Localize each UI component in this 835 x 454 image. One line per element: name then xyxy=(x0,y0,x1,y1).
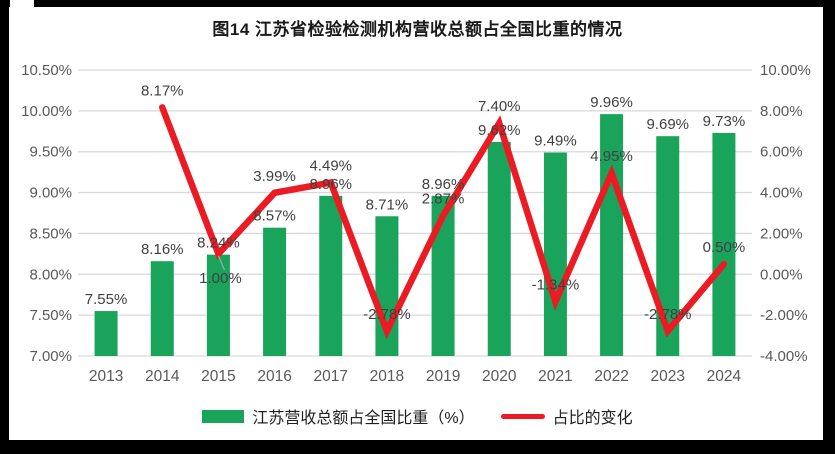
bar-2014 xyxy=(150,261,174,356)
bar-2019 xyxy=(431,195,455,356)
x-axis-tick: 2024 xyxy=(707,368,742,385)
x-axis-tick: 2017 xyxy=(314,368,348,385)
line-label-2016: 3.99% xyxy=(253,168,296,185)
bar-2017 xyxy=(319,195,343,356)
chart-title: 图14 江苏省检验检测机构营收总额占全国比重的情况 xyxy=(212,20,623,39)
bar-2020 xyxy=(487,141,511,356)
bar-2015 xyxy=(206,254,230,356)
x-axis-tick: 2015 xyxy=(201,368,235,385)
bar-label-2018: 8.71% xyxy=(366,196,409,213)
right-axis-tick: 6.00% xyxy=(760,144,803,161)
bar-label-2021: 9.49% xyxy=(534,133,577,150)
bar-label-2014: 8.16% xyxy=(141,241,184,258)
frame-border-right xyxy=(823,0,835,454)
bar-label-2013: 7.55% xyxy=(85,291,128,308)
bar-label-2017: 8.96% xyxy=(309,176,352,193)
left-axis-tick: 8.00% xyxy=(29,266,72,283)
line-label-2024: 0.50% xyxy=(703,239,746,256)
bar-2013 xyxy=(94,311,118,356)
line-label-2020: 7.40% xyxy=(478,98,521,115)
right-axis-tick: 10.00% xyxy=(760,62,811,79)
right-axis-tick: -4.00% xyxy=(760,348,808,365)
line-label-2014: 8.17% xyxy=(141,82,184,99)
right-axis-tick: 8.00% xyxy=(760,103,803,120)
legend-bar-label: 江苏营收总额占全国比重（%） xyxy=(252,410,475,427)
left-axis-tick: 7.00% xyxy=(29,348,72,365)
change-line xyxy=(159,104,728,340)
bar-label-2024: 9.73% xyxy=(703,113,746,130)
x-axis-tick: 2018 xyxy=(370,368,404,385)
left-axis-tick: 10.00% xyxy=(21,103,72,120)
right-axis-tick: -2.00% xyxy=(760,307,808,324)
bar-2022 xyxy=(600,114,624,356)
bar-label-2019: 8.96% xyxy=(422,176,465,193)
line-label-2018: -2.78% xyxy=(363,306,411,323)
legend-line-swatch xyxy=(500,413,545,419)
bar-label-2020: 9.62% xyxy=(478,122,521,139)
line-label-2015: 1.00% xyxy=(199,270,242,287)
x-axis-tick: 2013 xyxy=(89,368,123,385)
bar-2016 xyxy=(263,227,287,356)
line-label-2023: -2.78% xyxy=(644,306,692,323)
line-label-2019: 2.87% xyxy=(422,191,465,208)
left-axis-tick: 10.50% xyxy=(21,62,72,79)
bar-2023 xyxy=(656,136,680,356)
legend-line-label: 占比的变化 xyxy=(552,410,633,427)
x-axis-tick: 2023 xyxy=(651,368,685,385)
x-axis-tick: 2022 xyxy=(594,368,628,385)
line-label-2017: 4.49% xyxy=(309,158,352,175)
right-axis-tick: 0.00% xyxy=(760,266,803,283)
left-axis-tick: 7.50% xyxy=(29,307,72,324)
bar-label-2023: 9.69% xyxy=(646,116,689,133)
line-label-2022: 4.95% xyxy=(590,148,633,165)
left-axis-tick: 9.00% xyxy=(29,185,72,202)
legend-bar-swatch xyxy=(202,409,245,423)
bar-label-2016: 8.57% xyxy=(253,208,296,225)
x-axis-tick: 2014 xyxy=(145,368,180,385)
bar-2024 xyxy=(712,132,736,356)
right-axis-tick: 2.00% xyxy=(760,225,803,242)
x-axis-tick: 2019 xyxy=(426,368,460,385)
bar-label-2022: 9.96% xyxy=(590,94,633,111)
bar-label-2015: 8.24% xyxy=(197,235,240,252)
frame-border-top xyxy=(0,0,835,7)
label-leader-line xyxy=(217,255,225,271)
right-axis-tick: 4.00% xyxy=(760,185,803,202)
left-axis-tick: 9.50% xyxy=(29,144,72,161)
x-axis-tick: 2021 xyxy=(538,368,572,385)
frame-border-bottom xyxy=(0,440,835,454)
frame-border-left xyxy=(0,0,9,454)
line-label-2021: -1.34% xyxy=(532,277,580,294)
frame-border-notch xyxy=(10,0,34,7)
left-axis-tick: 8.50% xyxy=(29,225,72,242)
x-axis-tick: 2020 xyxy=(482,368,517,385)
x-axis-tick: 2016 xyxy=(257,368,291,385)
legend: 江苏营收总额占全国比重（%） 占比的变化 xyxy=(0,403,835,429)
bar-2021 xyxy=(543,152,567,356)
